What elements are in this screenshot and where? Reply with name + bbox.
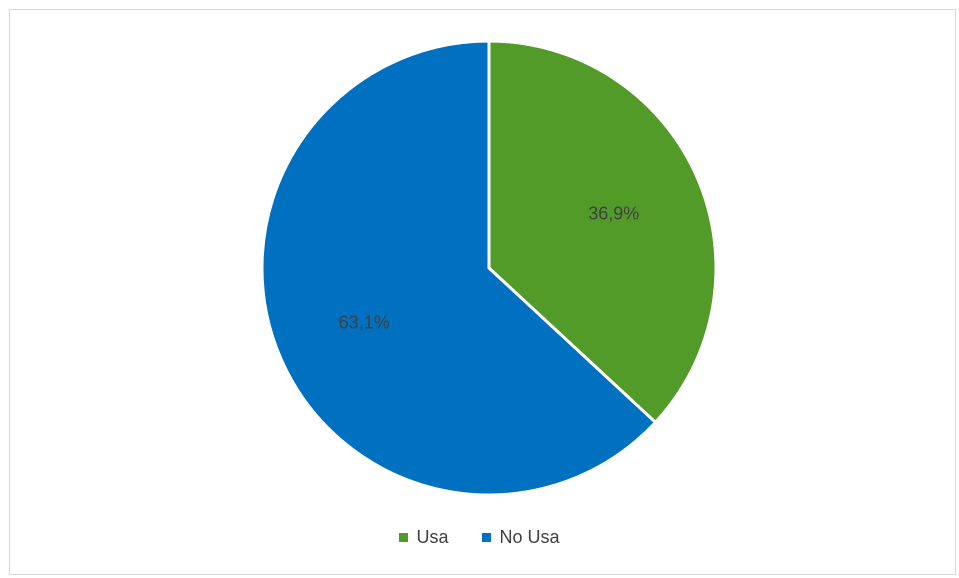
data-label-usa: 36,9% bbox=[588, 204, 639, 224]
legend-item-no-usa: No Usa bbox=[482, 527, 560, 548]
chart-legend: Usa No Usa bbox=[0, 527, 959, 548]
legend-label-no-usa: No Usa bbox=[499, 527, 560, 547]
legend-item-usa: Usa bbox=[399, 527, 448, 548]
legend-swatch-usa bbox=[399, 533, 409, 542]
pie-data-labels: 36,9% 63,1% bbox=[339, 204, 640, 333]
data-label-no-usa: 63,1% bbox=[339, 313, 390, 333]
pie-slice-usa bbox=[487, 39, 718, 424]
pie-slices bbox=[260, 39, 718, 497]
legend-label-usa: Usa bbox=[416, 527, 449, 547]
pie-slice-no-usa bbox=[260, 39, 657, 497]
legend-swatch-no-usa bbox=[482, 533, 492, 542]
